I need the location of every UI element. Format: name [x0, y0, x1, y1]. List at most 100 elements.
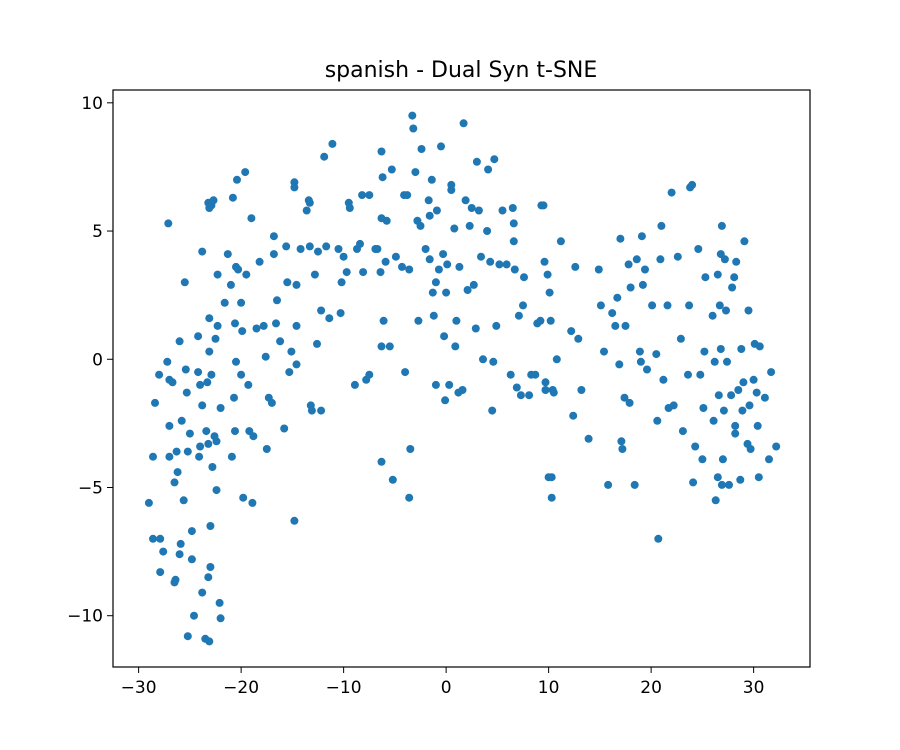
data-point [205, 314, 214, 323]
data-point [296, 245, 305, 253]
data-point [317, 406, 326, 415]
data-point [484, 165, 493, 174]
data-point [474, 206, 483, 215]
data-point [772, 442, 781, 451]
data-point [656, 255, 665, 264]
data-point [377, 147, 386, 156]
data-point [713, 270, 722, 279]
data-point [385, 342, 394, 351]
data-point [654, 534, 663, 543]
data-point [676, 334, 685, 343]
data-point [698, 455, 707, 464]
data-point [215, 598, 224, 607]
data-point [325, 314, 334, 323]
data-point [237, 298, 246, 307]
data-point [437, 142, 445, 151]
data-point [545, 288, 554, 297]
data-point [510, 265, 519, 274]
data-point [314, 247, 322, 256]
data-point [307, 406, 316, 415]
data-point [509, 219, 518, 228]
data-point [292, 321, 301, 330]
data-point [365, 370, 374, 379]
data-point [488, 406, 497, 415]
data-point [259, 321, 268, 330]
data-point [489, 357, 498, 366]
data-point [539, 201, 548, 210]
data-point [728, 283, 737, 292]
data-point [164, 219, 173, 228]
data-point [689, 478, 698, 487]
data-point [636, 357, 645, 366]
data-point [359, 268, 368, 277]
data-point [509, 237, 518, 246]
data-point [455, 262, 464, 271]
data-point [287, 347, 296, 356]
data-point [391, 252, 400, 261]
data-point [531, 370, 540, 379]
data-point [149, 534, 157, 543]
data-point [388, 475, 397, 484]
data-point [241, 168, 250, 177]
data-point [226, 280, 235, 289]
data-point [467, 204, 476, 212]
data-point [673, 252, 682, 261]
data-point [508, 204, 517, 212]
data-point [737, 345, 746, 353]
data-point [187, 555, 196, 564]
axes-frame [112, 89, 811, 668]
data-point [434, 265, 443, 274]
data-point [365, 191, 374, 200]
data-point [187, 527, 196, 536]
data-point [608, 309, 617, 318]
data-point [700, 347, 709, 356]
data-point [180, 278, 189, 287]
data-point [198, 401, 207, 410]
data-point [206, 563, 215, 571]
data-point [206, 522, 215, 530]
data-point [744, 306, 753, 315]
data-point [244, 380, 253, 389]
data-point [514, 311, 523, 320]
data-point [732, 257, 741, 266]
data-point [543, 270, 552, 279]
data-point [716, 345, 725, 353]
data-point [205, 637, 214, 646]
data-point [688, 180, 697, 189]
data-point [144, 498, 153, 507]
data-point [285, 368, 294, 377]
x-tick-label: 0 [441, 678, 452, 698]
data-point [546, 316, 555, 325]
data-point [498, 206, 507, 215]
data-point [745, 401, 754, 410]
data-point [175, 337, 184, 346]
data-point [596, 301, 605, 310]
data-point [713, 473, 722, 482]
data-point [405, 265, 414, 274]
data-point [283, 278, 292, 287]
data-point [715, 301, 724, 310]
data-point [584, 434, 593, 443]
y-tick-label: 5 [92, 222, 103, 242]
data-point [552, 355, 561, 364]
data-point [317, 306, 326, 315]
data-point [574, 334, 583, 343]
data-point [208, 463, 217, 471]
data-point [304, 196, 313, 205]
data-point [242, 270, 251, 279]
data-point [722, 306, 730, 315]
data-point [238, 327, 247, 336]
data-point [198, 247, 207, 256]
data-point [261, 352, 270, 361]
data-point [232, 357, 240, 366]
data-point [635, 347, 644, 356]
data-point [196, 380, 205, 389]
data-point [190, 611, 198, 620]
data-point [760, 393, 769, 402]
data-point [512, 383, 521, 392]
data-point [767, 368, 776, 377]
data-point [207, 201, 216, 210]
data-point [471, 324, 480, 333]
data-point [714, 391, 723, 400]
data-point [440, 332, 449, 341]
